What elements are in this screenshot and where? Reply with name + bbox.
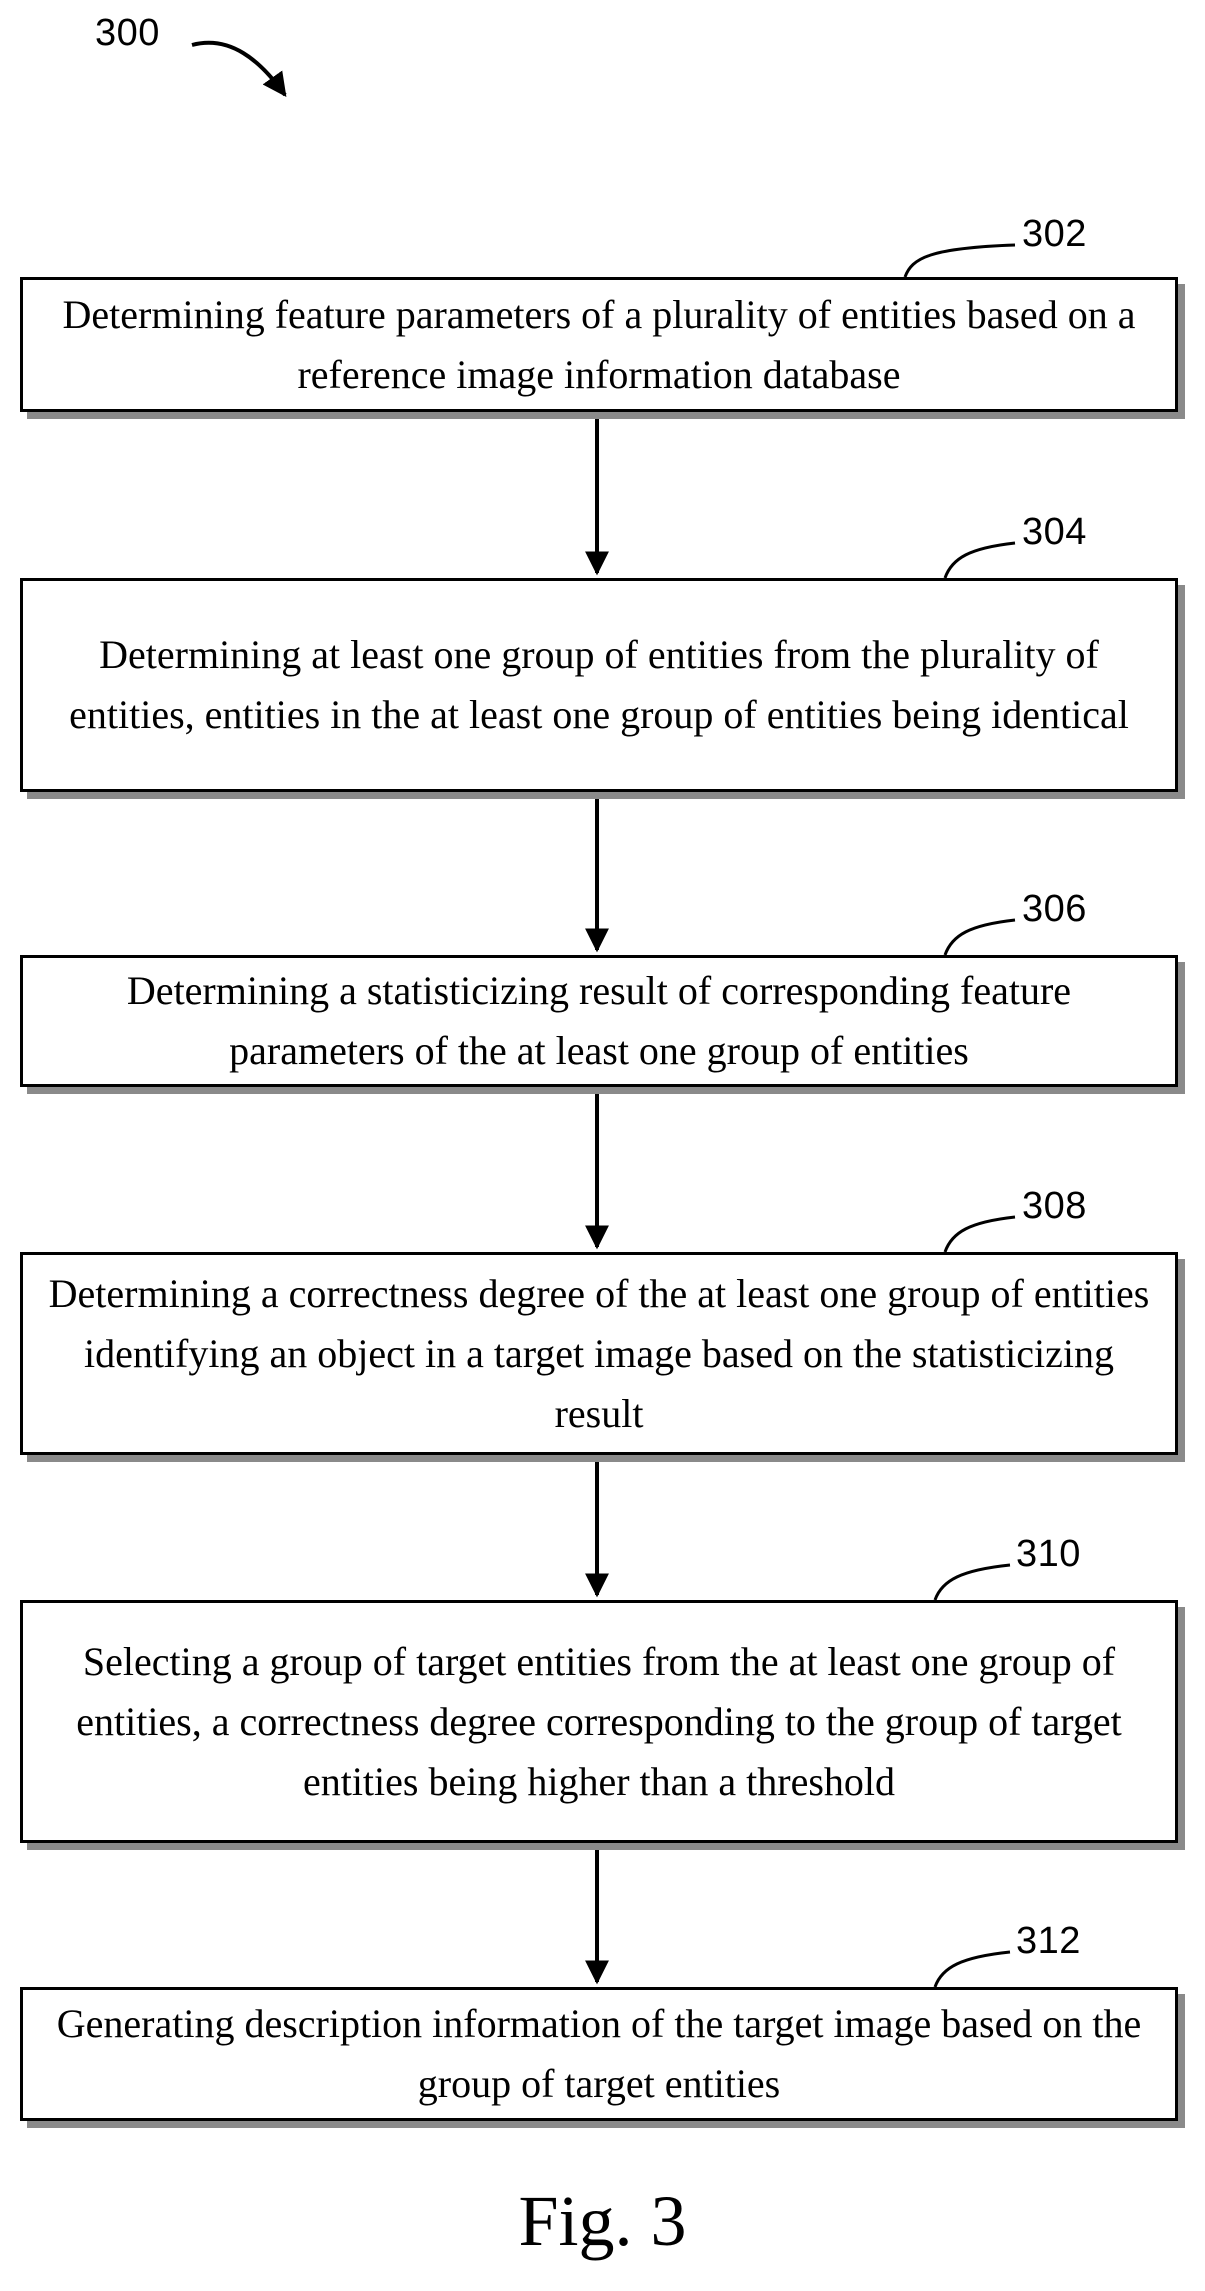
step-box-310: Selecting a group of target entities fro… bbox=[20, 1600, 1178, 1843]
figure-number-arrow bbox=[192, 43, 285, 95]
step-box-312: Generating description information of th… bbox=[20, 1987, 1178, 2121]
step-text-304: Determining at least one group of entiti… bbox=[23, 625, 1175, 745]
leader-line-308 bbox=[945, 1217, 1015, 1252]
step-text-312: Generating description information of th… bbox=[23, 1994, 1175, 2114]
step-text-310: Selecting a group of target entities fro… bbox=[23, 1632, 1175, 1812]
step-box-302: Determining feature parameters of a plur… bbox=[20, 277, 1178, 412]
step-ref-302: 302 bbox=[1022, 213, 1087, 256]
step-box-306: Determining a statisticizing result of c… bbox=[20, 955, 1178, 1087]
step-ref-308: 308 bbox=[1022, 1185, 1087, 1228]
step-text-306: Determining a statisticizing result of c… bbox=[23, 961, 1175, 1081]
leader-line-312 bbox=[935, 1952, 1010, 1987]
step-text-302: Determining feature parameters of a plur… bbox=[23, 285, 1175, 405]
leader-line-304 bbox=[945, 543, 1015, 578]
step-box-304: Determining at least one group of entiti… bbox=[20, 578, 1178, 792]
figure-caption: Fig. 3 bbox=[0, 2180, 1205, 2263]
step-ref-304: 304 bbox=[1022, 511, 1087, 554]
step-ref-310: 310 bbox=[1016, 1533, 1081, 1576]
leader-line-302 bbox=[905, 245, 1015, 277]
figure-number-label: 300 bbox=[95, 12, 160, 55]
leader-line-306 bbox=[945, 920, 1015, 955]
leader-line-310 bbox=[935, 1565, 1010, 1600]
step-ref-312: 312 bbox=[1016, 1920, 1081, 1963]
step-text-308: Determining a correctness degree of the … bbox=[23, 1264, 1175, 1444]
step-ref-306: 306 bbox=[1022, 888, 1087, 931]
step-box-308: Determining a correctness degree of the … bbox=[20, 1252, 1178, 1455]
